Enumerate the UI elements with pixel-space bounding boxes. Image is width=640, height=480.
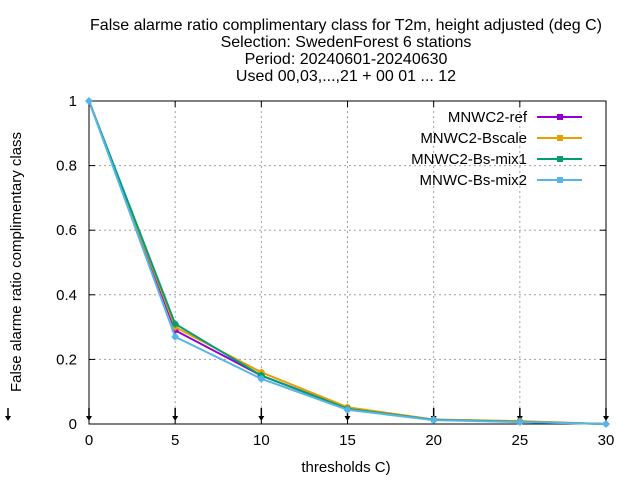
series-4-point-marker [517,419,523,425]
title-line-2: Selection: SwedenForest 6 stations [221,34,472,51]
y-axis-label: False alarme ratio complimentary class [8,132,25,392]
x-tick-label: 30 [598,432,615,449]
grid [89,101,606,424]
chart-title: False alarme ratio complimentary class f… [90,17,602,85]
legend-marker-1 [557,114,563,120]
legend-label-3: MNWC2-Bs-mix1 [411,151,527,168]
legend-label-1: MNWC2-ref [448,109,528,126]
x-tick-label: 15 [339,432,356,449]
threshold-arrow [5,408,11,421]
y-tick-label: 0.4 [56,287,77,304]
x-tick-label: 25 [511,432,528,449]
legend-marker-2 [557,135,563,141]
threshold-arrow [172,408,179,421]
threshold-arrow [603,408,609,421]
series-3-point-marker [172,321,178,327]
legend-marker-4 [557,177,563,183]
title-line-3: Period: 20240601-20240630 [245,51,448,68]
x-tick-labels: 0 5 10 15 20 25 30 [85,432,615,449]
series-4-point-marker [603,421,609,427]
series-4-point-marker [86,98,92,104]
legend-label-4: MNWC-Bs-mix2 [420,172,527,189]
y-tick-labels: 0 0.2 0.4 0.6 0.8 1 [56,93,77,433]
threshold-arrow [86,408,92,421]
series-4-point-marker [258,376,264,382]
series-4-point-marker [345,407,350,413]
legend: MNWC2-ref MNWC2-Bscale MNWC2-Bs-mix1 MNWC-B… [411,109,582,189]
y-tick-label: 0.2 [56,351,77,368]
series-4-point-marker [431,417,437,423]
legend-marker-3 [557,156,563,162]
title-line-1: False alarme ratio complimentary class f… [90,17,602,34]
series-lines [85,97,610,428]
x-axis-label: thresholds C) [301,459,390,476]
legend-label-2: MNWC2-Bscale [420,130,527,147]
x-tick-label: 0 [85,432,93,449]
y-tick-label: 0 [69,416,77,433]
y-tick-label: 1 [69,93,77,110]
x-tick-label: 5 [171,432,179,449]
threshold-arrow [258,408,265,421]
y-tick-label: 0.8 [56,158,77,175]
x-tick-label: 20 [425,432,442,449]
x-tick-label: 10 [253,432,270,449]
title-line-4: Used 00,03,...,21 + 00 01 ... 12 [236,68,456,85]
series-4-point-marker [172,334,178,340]
y-tick-label: 0.6 [56,222,77,239]
